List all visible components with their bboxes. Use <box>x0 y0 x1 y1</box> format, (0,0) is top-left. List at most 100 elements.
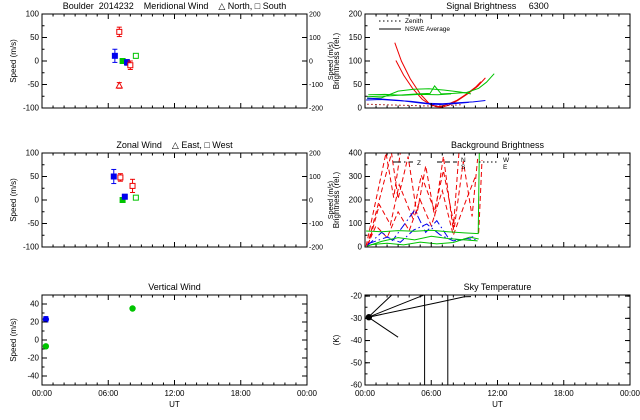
series-blue-1 <box>366 208 474 247</box>
y-tick-label: 200 <box>349 196 363 205</box>
series-red-5 <box>478 160 483 233</box>
y-tick-label: -100 <box>23 104 40 113</box>
legend-label: N <box>461 157 466 164</box>
series-green-1 <box>366 152 480 235</box>
y-axis-label: (K) <box>332 334 341 345</box>
series-red-3 <box>367 158 479 245</box>
panel-signal-brightness: 0 50 100 150 200 Signal Brightness 6300 Bright… <box>332 1 631 113</box>
y-tick-label: 200 <box>349 10 363 19</box>
data-point <box>42 343 50 350</box>
x-tick-label: 18:00 <box>554 389 575 398</box>
y-tick-label: 50 <box>30 33 39 42</box>
y-tick-label: 400 <box>349 149 363 158</box>
data-point <box>129 178 136 193</box>
plot-frame <box>41 294 308 386</box>
legend-label: W <box>503 157 510 164</box>
panel-vertical-wind: 00:00 06:00 12:00 18:00 00:00 UT -40 -20 0 20 40 Ve… <box>9 282 318 409</box>
y-tick-label: 100 <box>26 149 40 158</box>
legend-label: Zenith <box>405 18 423 25</box>
y-axis-label: Speed (m/s) <box>9 318 18 362</box>
x-tick-label: 00:00 <box>620 389 640 398</box>
series-green-3 <box>370 236 479 246</box>
y-tick-label: 0 <box>358 104 363 113</box>
series-fan-2 <box>368 294 424 318</box>
panel-title: Signal Brightness 6300 <box>446 1 549 11</box>
y-tick-label: -20 <box>27 354 39 363</box>
right-axis-label: Speed (m/s) <box>328 42 335 80</box>
y-tick-label: 100 <box>26 10 40 19</box>
x-axis-label: UT <box>169 400 180 409</box>
y-tick-label: -100 <box>23 243 40 252</box>
data-point <box>110 168 117 185</box>
panel-meridional-wind: -100 -50 0 50 100 -200 -100 0 100 200 Speed (m/s) B… <box>9 1 335 113</box>
data-point <box>132 194 139 201</box>
x-tick-label: 06:00 <box>98 389 119 398</box>
plot-frame <box>41 13 308 109</box>
series-red-2 <box>366 152 460 247</box>
data-point <box>365 314 373 321</box>
right-tick-label: -100 <box>309 82 323 89</box>
series-red-2 <box>395 60 482 108</box>
panel-title: Boulder 2014232 Meridional Wind △ North,… <box>63 1 286 11</box>
right-tick-label: 0 <box>309 59 313 66</box>
y-tick-label: 50 <box>30 172 39 181</box>
right-tick-label: -200 <box>309 106 323 113</box>
y-tick-label: 40 <box>30 300 39 309</box>
data-point <box>117 173 124 182</box>
y-tick-label: 0 <box>35 336 40 345</box>
y-tick-label: 20 <box>30 318 39 327</box>
data-point <box>115 81 124 89</box>
series-red-1 <box>365 152 401 247</box>
series-fan-4 <box>368 316 399 338</box>
series-fan-1 <box>367 294 392 318</box>
series-red-1 <box>394 42 486 108</box>
data-point <box>121 193 128 200</box>
x-tick-label: 00:00 <box>355 389 376 398</box>
y-tick-label: 0 <box>358 243 363 252</box>
y-tick-label: 150 <box>349 33 363 42</box>
series-green-1 <box>367 73 495 98</box>
x-tick-label: 00:00 <box>32 389 53 398</box>
series-fan-3 <box>368 296 472 318</box>
y-tick-label: -50 <box>350 358 362 367</box>
y-tick-label: -30 <box>350 314 362 323</box>
y-tick-label: 100 <box>349 57 363 66</box>
y-tick-label: -60 <box>350 381 362 390</box>
y-tick-label: 0 <box>35 196 40 205</box>
x-tick-label: 00:00 <box>297 389 318 398</box>
y-axis-label: Speed (m/s) <box>9 178 18 222</box>
y-axis-label: Brightness (rel.) <box>332 171 341 228</box>
panel-zonal-wind: -100 -50 0 50 100 -200 -100 0 100 200 Speed (m/s) Z… <box>9 140 335 252</box>
data-point <box>127 60 134 70</box>
right-tick-label: 200 <box>309 151 321 158</box>
y-tick-label: -40 <box>350 336 362 345</box>
x-tick-label: 12:00 <box>164 389 185 398</box>
y-tick-label: 300 <box>349 172 363 181</box>
series-blue-2 <box>367 97 469 106</box>
panel-background-brightness: 0 100 200 300 400 Background Brightness Bright… <box>332 140 631 252</box>
panel-title: Background Brightness <box>451 140 545 150</box>
y-tick-label: 100 <box>349 219 363 228</box>
y-tick-label: -50 <box>27 80 39 89</box>
y-tick-label: 0 <box>35 57 40 66</box>
y-tick-label: -20 <box>350 292 362 301</box>
data-point <box>111 48 118 63</box>
right-tick-label: 100 <box>309 35 321 42</box>
series-green-2 <box>367 235 478 247</box>
x-tick-label: 06:00 <box>421 389 442 398</box>
x-tick-label: 18:00 <box>231 389 252 398</box>
legend-label: Z <box>417 160 421 167</box>
data-point <box>132 52 139 59</box>
right-tick-label: 0 <box>309 198 313 205</box>
data-point <box>129 305 136 312</box>
data-point <box>116 26 123 38</box>
series-blue-2 <box>368 223 477 245</box>
x-tick-label: 12:00 <box>487 389 508 398</box>
plot-frame <box>364 294 631 386</box>
right-axis-label: Speed (m/s) <box>328 181 335 219</box>
right-tick-label: 200 <box>309 12 321 19</box>
y-tick-label: -40 <box>27 372 39 381</box>
x-axis-label: UT <box>492 400 503 409</box>
panel-title: Vertical Wind <box>148 282 201 292</box>
